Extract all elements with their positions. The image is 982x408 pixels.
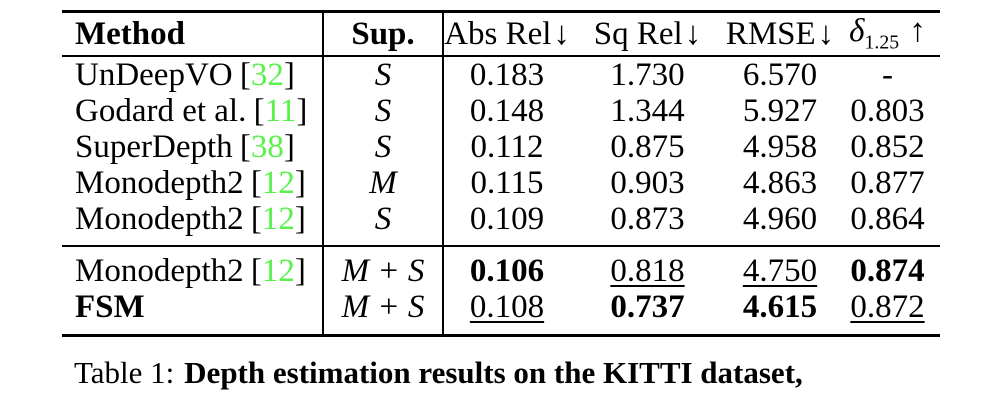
method-name: Monodepth2 xyxy=(75,201,244,237)
citation-number: 38 xyxy=(250,129,284,165)
down-arrow-icon: ↓ xyxy=(553,15,570,52)
delta-value: 0.803 xyxy=(850,93,925,129)
supervision-value: S xyxy=(374,129,392,165)
sq-rel-value-best: 0.737 xyxy=(610,289,685,325)
rmse-value-best: 4.615 xyxy=(742,289,818,325)
method-name: Godard et al. xyxy=(75,93,247,129)
delta-value: 0.864 xyxy=(850,201,925,237)
delta-subscript: 1.25 xyxy=(864,31,900,54)
delta-symbol: δ xyxy=(849,13,865,50)
cite-bracket-open: [ xyxy=(250,201,262,237)
col-header-rmse: RMSE↓ xyxy=(725,11,835,57)
abs-rel-value: 0.148 xyxy=(469,93,545,129)
supervision-value: M + S xyxy=(341,289,425,325)
table-caption: Table 1: Depth estimation results on the … xyxy=(74,354,954,393)
col-header-method: Method xyxy=(62,11,324,57)
table-row: FSM M + S 0.108 0.737 4.615 0.872 xyxy=(62,289,940,336)
cite-bracket-open: [ xyxy=(250,253,262,289)
col-header-abs-rel: Abs Rel↓ xyxy=(443,11,570,57)
up-arrow-icon: ↑ xyxy=(909,13,926,50)
supervision-value: S xyxy=(374,57,392,93)
citation-number: 12 xyxy=(261,165,295,201)
rmse-value: 6.570 xyxy=(742,57,818,93)
citation-number: 12 xyxy=(261,253,295,289)
delta-value-second: 0.872 xyxy=(850,289,925,325)
sq-rel-value-second: 0.818 xyxy=(610,253,685,289)
header-row: Method Sup. Abs Rel↓ Sq Rel↓ RMSE↓ δ1.25… xyxy=(62,11,940,57)
citation-number: 32 xyxy=(250,57,284,93)
delta-value: 0.877 xyxy=(850,165,925,201)
rmse-value: 4.958 xyxy=(742,129,818,165)
cite-bracket-open: [ xyxy=(239,57,251,93)
cite-bracket-close: ] xyxy=(294,165,306,201)
results-table: Method Sup. Abs Rel↓ Sq Rel↓ RMSE↓ δ1.25… xyxy=(62,10,940,337)
citation-number: 12 xyxy=(261,201,295,237)
table-row: Monodepth2 [12] M 0.115 0.903 4.863 0.877 xyxy=(62,165,940,201)
cite-bracket-close: ] xyxy=(283,57,295,93)
rmse-value: 5.927 xyxy=(742,93,818,129)
table-row: UnDeepVO [32] S 0.183 1.730 6.570 - xyxy=(62,56,940,93)
rmse-value: 4.863 xyxy=(742,165,818,201)
table-row: Monodepth2 [12] M + S 0.106 0.818 4.750 0… xyxy=(62,245,940,289)
down-arrow-icon: ↓ xyxy=(684,15,702,52)
table-row: Monodepth2 [12] S 0.109 0.873 4.960 0.864 xyxy=(62,201,940,246)
supervision-value: S xyxy=(374,93,392,129)
abs-rel-value-second: 0.108 xyxy=(469,289,545,325)
cite-bracket-close: ] xyxy=(294,201,306,237)
col-header-sq-rel: Sq Rel↓ xyxy=(570,11,725,57)
sq-rel-value: 0.903 xyxy=(610,165,685,201)
abs-rel-value: 0.109 xyxy=(469,201,545,237)
cite-bracket-close: ] xyxy=(283,129,295,165)
down-arrow-icon: ↓ xyxy=(817,15,835,52)
method-name: UnDeepVO xyxy=(75,57,233,93)
method-name: Monodepth2 xyxy=(75,165,244,201)
cite-bracket-close: ] xyxy=(296,93,308,129)
cite-bracket-open: [ xyxy=(239,129,251,165)
method-name: FSM xyxy=(75,289,145,325)
abs-rel-value: 0.183 xyxy=(469,57,545,93)
delta-value: 0.852 xyxy=(850,129,925,165)
delta-value: - xyxy=(882,57,893,93)
sup-header-label: Sup. xyxy=(351,15,415,52)
supervision-value: M xyxy=(369,165,397,201)
method-name: Monodepth2 xyxy=(75,253,244,289)
rmse-value-second: 4.750 xyxy=(742,253,818,289)
citation-number: 11 xyxy=(264,93,297,129)
caption-title: Depth estimation results on the KITTI da… xyxy=(184,355,803,390)
cite-bracket-open: [ xyxy=(253,93,265,129)
delta-value-best: 0.874 xyxy=(850,253,925,289)
sq-rel-value: 0.875 xyxy=(610,129,685,165)
supervision-value: S xyxy=(374,201,392,237)
sq-rel-value: 0.873 xyxy=(610,201,685,237)
sq-rel-value: 1.344 xyxy=(610,93,685,129)
method-name: SuperDepth xyxy=(75,129,233,165)
table-row: SuperDepth [38] S 0.112 0.875 4.958 0.852 xyxy=(62,129,940,165)
col-header-delta: δ1.25 ↑ xyxy=(835,11,940,57)
abs-rel-value: 0.112 xyxy=(470,129,544,165)
abs-rel-value-best: 0.106 xyxy=(469,253,545,289)
cite-bracket-open: [ xyxy=(250,165,262,201)
table-row: Godard et al. [11] S 0.148 1.344 5.927 0.… xyxy=(62,93,940,129)
sq-rel-value: 1.730 xyxy=(610,57,685,93)
abs-rel-value: 0.115 xyxy=(470,165,544,201)
rmse-value: 4.960 xyxy=(742,201,818,237)
method-header-label: Method xyxy=(75,15,185,52)
col-header-sup: Sup. xyxy=(323,11,444,57)
supervision-value: M + S xyxy=(341,253,425,289)
caption-prefix: Table 1: xyxy=(74,355,175,390)
cite-bracket-close: ] xyxy=(294,253,306,289)
